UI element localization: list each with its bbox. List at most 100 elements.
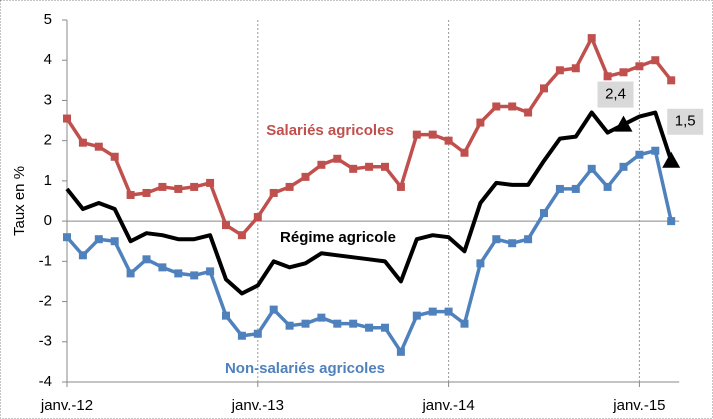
marker xyxy=(63,114,71,123)
y-tick-label: -1 xyxy=(39,252,52,269)
y-tick-label: 5 xyxy=(44,11,52,28)
marker xyxy=(317,313,326,322)
marker xyxy=(222,221,230,230)
marker xyxy=(428,130,437,139)
marker xyxy=(508,102,517,111)
marker xyxy=(253,213,262,222)
y-tick-label: 2 xyxy=(44,132,52,149)
marker xyxy=(444,307,453,316)
marker xyxy=(78,138,87,147)
marker xyxy=(381,162,389,171)
marker xyxy=(428,307,437,316)
marker xyxy=(301,319,310,328)
marker xyxy=(333,319,342,328)
data-label: 1,5 xyxy=(675,113,696,130)
marker xyxy=(206,267,215,276)
marker xyxy=(460,319,469,328)
marker xyxy=(349,164,358,173)
label-box xyxy=(597,81,634,108)
marker xyxy=(555,66,564,75)
marker xyxy=(492,102,501,111)
marker xyxy=(349,319,358,328)
x-tick-label: janv.-12 xyxy=(40,397,93,414)
marker xyxy=(540,209,548,218)
marker xyxy=(651,56,660,65)
marker xyxy=(635,150,644,159)
marker xyxy=(587,164,596,173)
marker xyxy=(524,108,533,117)
marker xyxy=(237,231,246,240)
y-tick-label: 0 xyxy=(44,212,52,229)
marker xyxy=(269,305,278,314)
marker xyxy=(540,84,548,93)
marker xyxy=(126,269,135,278)
data-label: 2,4 xyxy=(605,86,626,103)
marker xyxy=(571,64,580,73)
y-tick-label: 3 xyxy=(44,91,52,108)
marker xyxy=(317,160,326,169)
marker xyxy=(158,263,167,272)
marker xyxy=(614,115,633,132)
marker xyxy=(460,148,469,157)
marker xyxy=(365,323,374,332)
marker xyxy=(476,118,485,127)
marker xyxy=(667,217,676,226)
marker xyxy=(524,235,533,244)
marker xyxy=(142,255,151,264)
marker xyxy=(619,68,628,77)
marker xyxy=(603,182,612,191)
marker xyxy=(222,311,230,320)
marker xyxy=(174,269,183,278)
marker xyxy=(126,190,135,199)
y-tick-label: -2 xyxy=(39,293,52,310)
marker xyxy=(662,151,681,168)
marker xyxy=(635,62,644,71)
series-name: Salariés agricoles xyxy=(266,122,394,139)
marker xyxy=(396,182,405,191)
marker xyxy=(110,237,119,246)
marker xyxy=(667,76,676,85)
marker xyxy=(190,182,199,191)
marker xyxy=(412,311,421,320)
x-tick-label: janv.-13 xyxy=(231,397,284,414)
series-name: Régime agricole xyxy=(280,229,396,246)
marker xyxy=(237,331,246,340)
marker xyxy=(206,178,215,187)
y-tick-label: -4 xyxy=(39,373,52,390)
marker xyxy=(253,329,262,338)
label-box xyxy=(667,108,704,135)
marker xyxy=(396,347,405,356)
marker xyxy=(333,154,342,163)
marker xyxy=(285,182,294,191)
marker xyxy=(190,271,199,280)
marker xyxy=(142,188,151,197)
marker xyxy=(571,184,580,193)
marker xyxy=(444,136,453,145)
marker xyxy=(269,188,278,197)
marker xyxy=(492,235,501,244)
series-line xyxy=(65,148,673,354)
y-axis-label: Taux en % xyxy=(11,166,28,236)
series-name: Non-salariés agricoles xyxy=(225,360,385,377)
marker xyxy=(555,184,564,193)
marker xyxy=(285,321,294,330)
marker xyxy=(412,130,421,139)
marker xyxy=(94,235,103,244)
x-tick-label: janv.-15 xyxy=(612,397,665,414)
marker xyxy=(587,34,596,43)
y-tick-label: -3 xyxy=(39,333,52,350)
marker xyxy=(603,72,612,81)
marker xyxy=(158,182,167,191)
marker xyxy=(651,146,660,155)
marker xyxy=(301,172,310,181)
y-tick-label: 4 xyxy=(44,51,52,68)
marker xyxy=(381,323,389,332)
x-tick-label: janv.-14 xyxy=(421,397,474,414)
marker xyxy=(508,239,517,248)
marker xyxy=(365,162,374,171)
marker xyxy=(63,233,71,242)
marker xyxy=(174,184,183,193)
marker xyxy=(110,152,119,161)
